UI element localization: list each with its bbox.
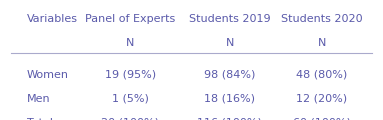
- Text: N: N: [126, 38, 134, 48]
- Text: 20 (100%): 20 (100%): [101, 118, 159, 120]
- Text: Panel of Experts: Panel of Experts: [85, 14, 175, 24]
- Text: Total: Total: [27, 118, 53, 120]
- Text: N: N: [318, 38, 326, 48]
- Text: Students 2020: Students 2020: [281, 14, 363, 24]
- Text: 116 (100%): 116 (100%): [197, 118, 262, 120]
- Text: 98 (84%): 98 (84%): [204, 70, 255, 80]
- Text: N: N: [226, 38, 234, 48]
- Text: 1 (5%): 1 (5%): [112, 94, 149, 104]
- Text: 60 (100%): 60 (100%): [293, 118, 351, 120]
- Text: 48 (80%): 48 (80%): [296, 70, 347, 80]
- Text: 12 (20%): 12 (20%): [296, 94, 347, 104]
- Text: 18 (16%): 18 (16%): [204, 94, 255, 104]
- Text: Women: Women: [27, 70, 69, 80]
- Text: Variables: Variables: [27, 14, 78, 24]
- Text: Men: Men: [27, 94, 51, 104]
- Text: 19 (95%): 19 (95%): [105, 70, 156, 80]
- Text: Students 2019: Students 2019: [189, 14, 271, 24]
